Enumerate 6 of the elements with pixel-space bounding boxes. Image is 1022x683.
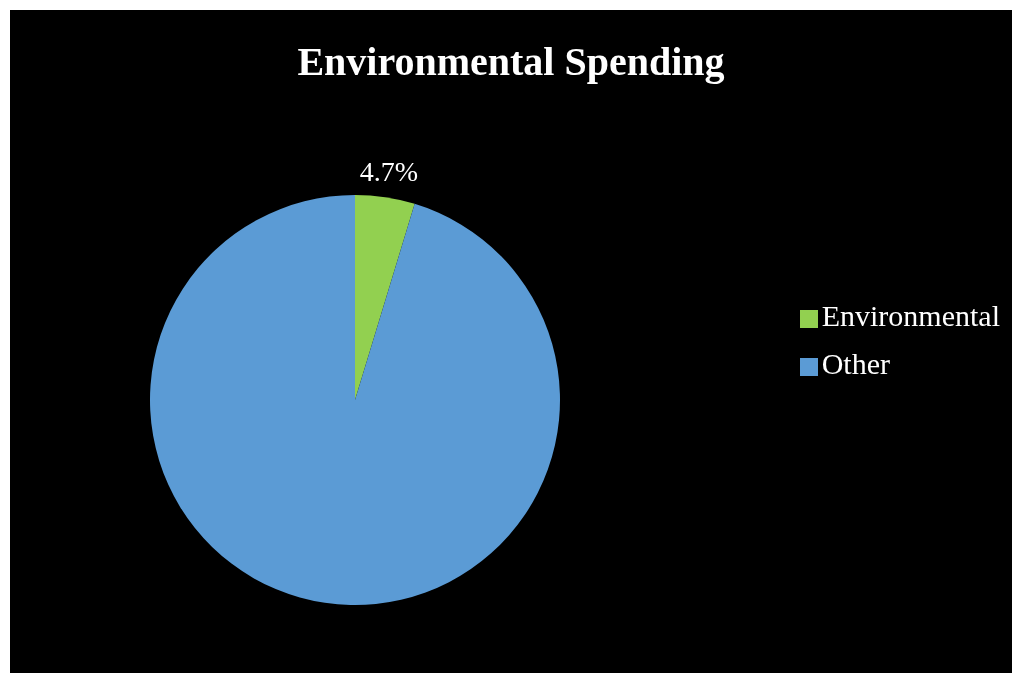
pie-slice <box>150 195 560 605</box>
legend-label: Other <box>821 347 891 380</box>
chart-title: Environmental Spending <box>296 38 726 85</box>
legend-label: Environmental <box>821 299 1000 332</box>
data-label: 4.7% <box>359 156 419 188</box>
pie-slice <box>355 195 415 400</box>
